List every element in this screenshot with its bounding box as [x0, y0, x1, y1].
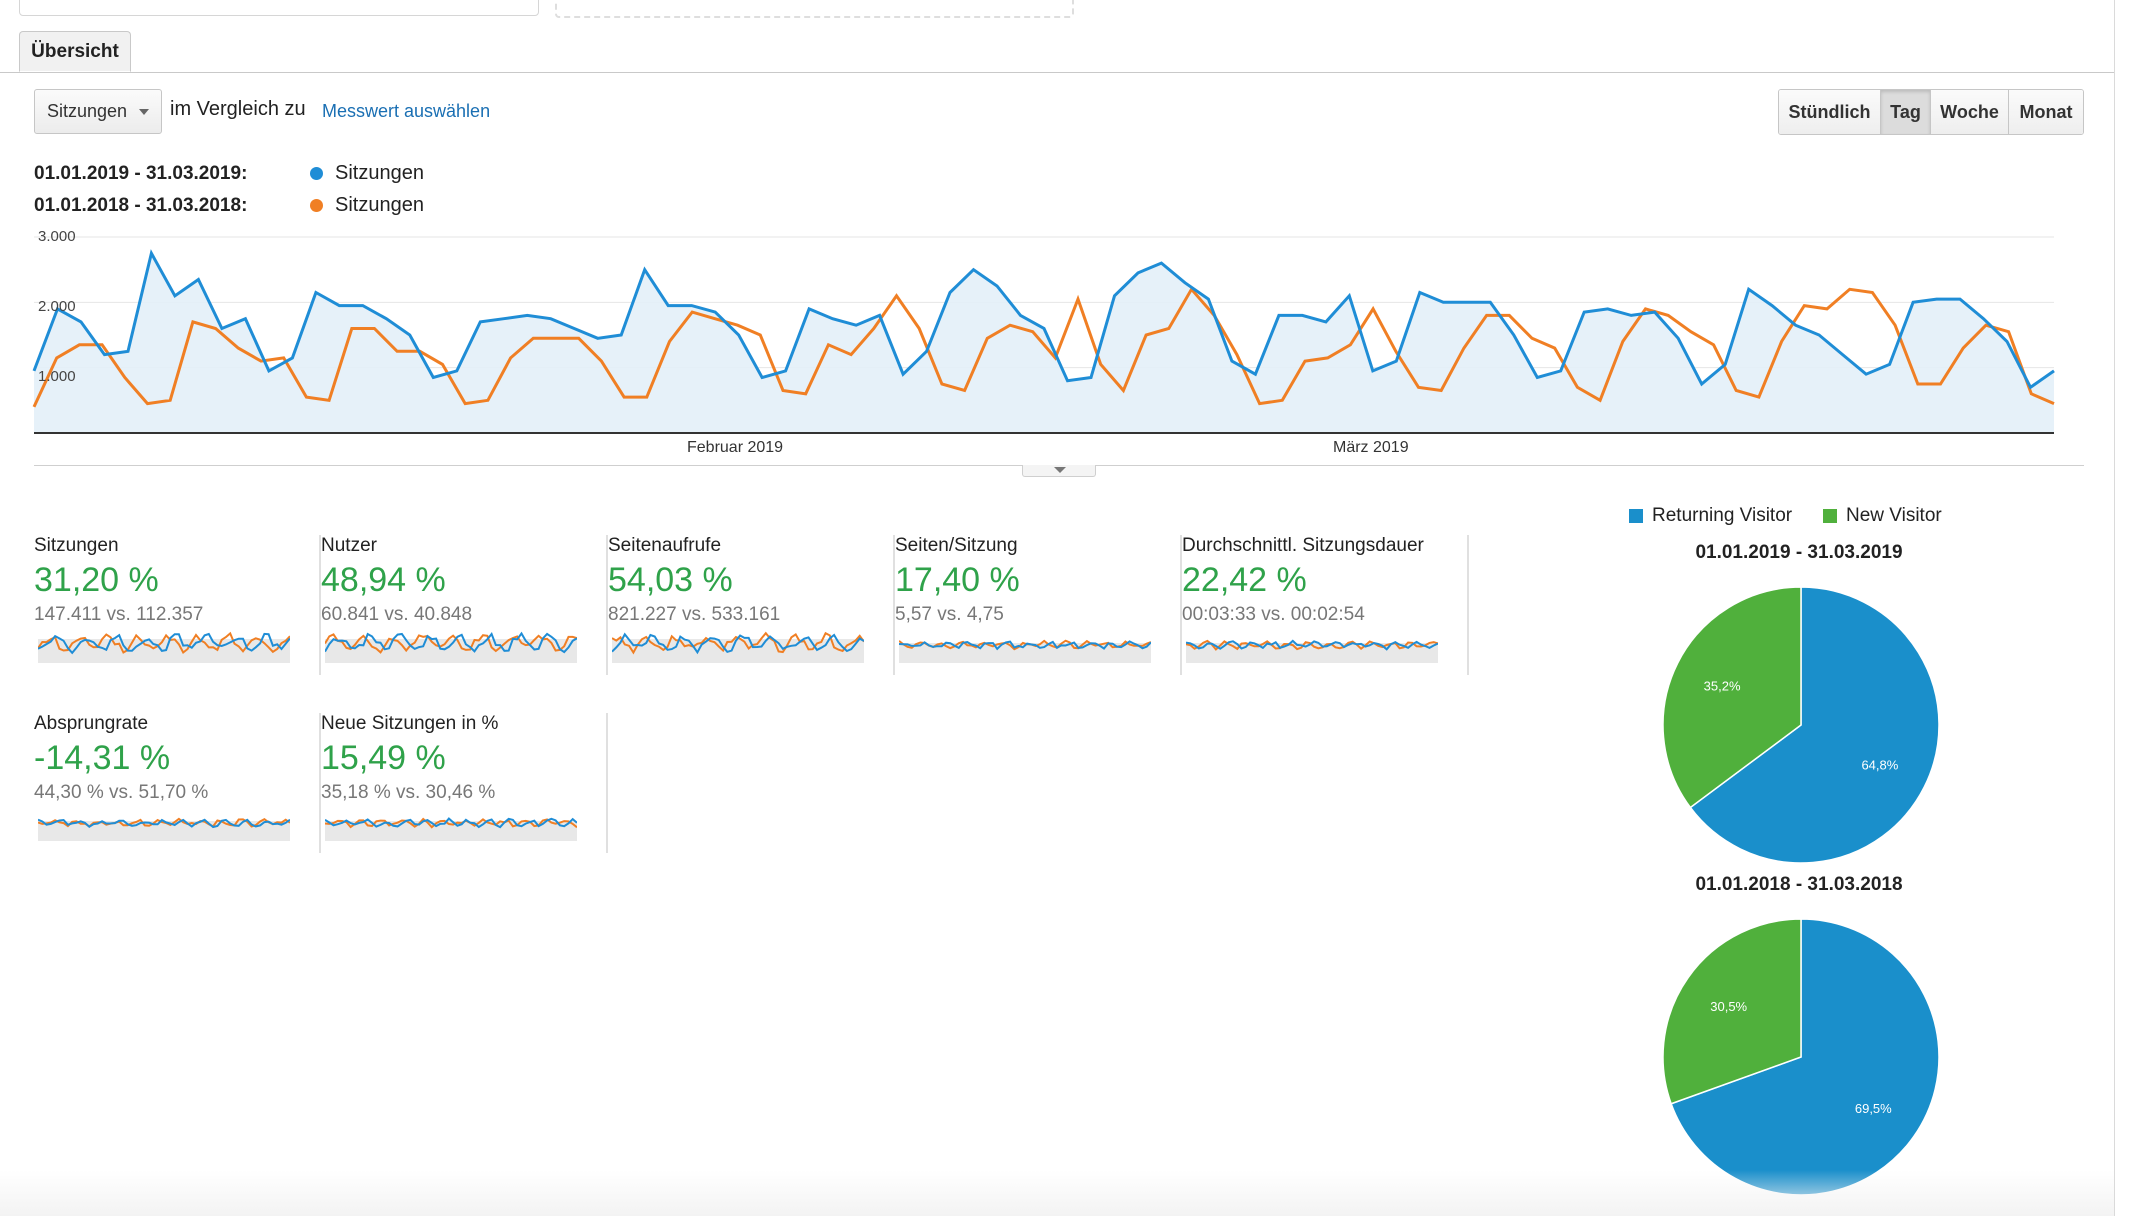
tile-separator — [606, 535, 608, 675]
metric-sparkline — [612, 631, 864, 663]
metric-label: Seitenaufrufe — [608, 535, 722, 556]
pie-title: 01.01.2019 - 31.03.2019 — [1695, 542, 1903, 563]
legend-series: Sitzungen — [335, 162, 424, 184]
legend-range: 01.01.2018 - 31.03.2018: — [34, 194, 248, 216]
x-tick-label: März 2019 — [1333, 439, 1409, 456]
metric-compare: 147.411 vs. 112.357 — [34, 604, 204, 625]
metric-change: 17,40 % — [895, 561, 1020, 599]
series-line-current — [32, 249, 2055, 390]
tab-overview-label: Übersicht — [31, 40, 119, 62]
metric-label: Sitzungen — [34, 535, 119, 556]
legend-series: Sitzungen — [335, 194, 424, 216]
legend-dot-icon — [310, 199, 323, 212]
tab-overview[interactable]: Übersicht — [19, 31, 131, 72]
metric-compare: 44,30 % vs. 51,70 % — [34, 782, 209, 803]
tile-separator — [893, 535, 895, 675]
pie-label-returning: 64,8% — [1861, 758, 1898, 773]
y-tick-label: 2.000 — [38, 298, 76, 315]
sessions-line-chart[interactable] — [0, 225, 2080, 435]
metric-label: Seiten/Sitzung — [895, 535, 1018, 556]
pie-slice-new[interactable] — [1662, 586, 1802, 809]
metric-tile-new-sessions[interactable]: Neue Sitzungen in % 15,49 % 35,18 % vs. … — [321, 713, 608, 853]
caret-down-icon — [1054, 467, 1066, 473]
granularity-toggle: Stündlich Tag Woche Monat — [1778, 89, 2084, 135]
pie-legend-label: Returning Visitor — [1652, 505, 1793, 526]
metric-tile-avg-session-duration[interactable]: Durchschnittl. Sitzungsdauer 22,42 % 00:… — [1182, 535, 1469, 675]
metric-change: 54,03 % — [608, 561, 733, 599]
pie-label-new: 35,2% — [1704, 678, 1741, 693]
metric-sparkline — [38, 631, 290, 663]
legend-square-icon — [1629, 509, 1643, 523]
visitor-type-pie-2018[interactable]: 69,5% 30,5% — [1658, 914, 1944, 1200]
collapse-chart-handle[interactable] — [1022, 465, 1096, 477]
page-right-border — [2114, 0, 2115, 1216]
metric-tile-users[interactable]: Nutzer 48,94 % 60.841 vs. 40.848 — [321, 535, 608, 675]
legend-row-current: 01.01.2019 - 31.03.2019: Sitzungen — [34, 162, 424, 185]
metric-tile-sessions[interactable]: Sitzungen 31,20 % 147.411 vs. 112.357 — [34, 535, 321, 675]
add-segment-placeholder[interactable] — [555, 0, 1074, 18]
metric-change: 15,49 % — [321, 739, 446, 777]
metric-sparkline — [325, 631, 577, 663]
metric-compare: 5,57 vs. 4,75 — [895, 604, 1004, 625]
metric-change: 31,20 % — [34, 561, 159, 599]
metric-change: -14,31 % — [34, 739, 171, 777]
metric-tile-pages-per-session[interactable]: Seiten/Sitzung 17,40 % 5,57 vs. 4,75 — [895, 535, 1182, 675]
granularity-day-button[interactable]: Tag — [1881, 90, 1931, 134]
legend-range: 01.01.2019 - 31.03.2019: — [34, 162, 248, 184]
metric-change: 22,42 % — [1182, 561, 1307, 599]
tile-separator — [319, 535, 321, 675]
metric-sparkline — [38, 817, 290, 841]
y-tick-label: 3.000 — [38, 228, 76, 245]
metric-compare: 60.841 vs. 40.848 — [321, 604, 473, 625]
metric-sparkline — [1186, 639, 1438, 663]
metric-label: Absprungrate — [34, 713, 149, 734]
tile-separator — [1180, 535, 1182, 675]
metric-select[interactable]: Sitzungen — [34, 89, 162, 134]
metric-compare: 00:03:33 vs. 00:02:54 — [1182, 604, 1365, 625]
tab-underline — [0, 72, 2114, 73]
compare-label: im Vergleich zu — [170, 98, 306, 120]
tile-separator — [1467, 535, 1469, 675]
pie-legend-new: New Visitor — [1823, 505, 1942, 527]
granularity-hourly-button[interactable]: Stündlich — [1779, 90, 1881, 134]
pie-legend-returning: Returning Visitor — [1629, 505, 1792, 527]
bottom-fade — [0, 1170, 2114, 1216]
tile-separator — [606, 713, 608, 853]
visitor-type-pie-2019[interactable]: 64,8% 35,2% — [1658, 582, 1944, 868]
x-tick-label: Februar 2019 — [687, 439, 784, 456]
metric-label: Durchschnittl. Sitzungsdauer — [1182, 535, 1424, 556]
metric-tile-bounce-rate[interactable]: Absprungrate -14,31 % 44,30 % vs. 51,70 … — [34, 713, 321, 853]
metric-change: 48,94 % — [321, 561, 446, 599]
legend-row-previous: 01.01.2018 - 31.03.2018: Sitzungen — [34, 194, 424, 217]
tile-separator — [319, 713, 321, 853]
metric-compare: 821.227 vs. 533.161 — [608, 604, 781, 625]
legend-dot-icon — [310, 167, 323, 180]
metric-sparkline — [899, 639, 1151, 663]
granularity-month-button[interactable]: Monat — [2009, 90, 2083, 134]
y-tick-label: 1.000 — [38, 368, 76, 385]
metric-tile-pageviews[interactable]: Seitenaufrufe 54,03 % 821.227 vs. 533.16… — [608, 535, 895, 675]
pie-legend-label: New Visitor — [1846, 505, 1942, 526]
pie-slice-new[interactable] — [1662, 918, 1802, 1105]
metric-label: Neue Sitzungen in % — [321, 713, 499, 734]
metric-compare: 35,18 % vs. 30,46 % — [321, 782, 496, 803]
select-metric-link[interactable]: Messwert auswählen — [322, 101, 491, 121]
chevron-down-icon — [139, 109, 149, 115]
pie-label-returning: 69,5% — [1855, 1101, 1892, 1116]
pie-label-new: 30,5% — [1710, 999, 1747, 1014]
series-line-previous — [32, 286, 2055, 408]
metric-sparkline — [325, 817, 577, 841]
metric-label: Nutzer — [321, 535, 377, 556]
legend-square-icon — [1823, 509, 1837, 523]
pie-slice-returning[interactable] — [1689, 586, 1940, 864]
pie-title: 01.01.2018 - 31.03.2018 — [1695, 874, 1903, 895]
metric-select-value: Sitzungen — [47, 101, 128, 121]
top-input-field[interactable] — [19, 0, 539, 16]
granularity-week-button[interactable]: Woche — [1931, 90, 2009, 134]
